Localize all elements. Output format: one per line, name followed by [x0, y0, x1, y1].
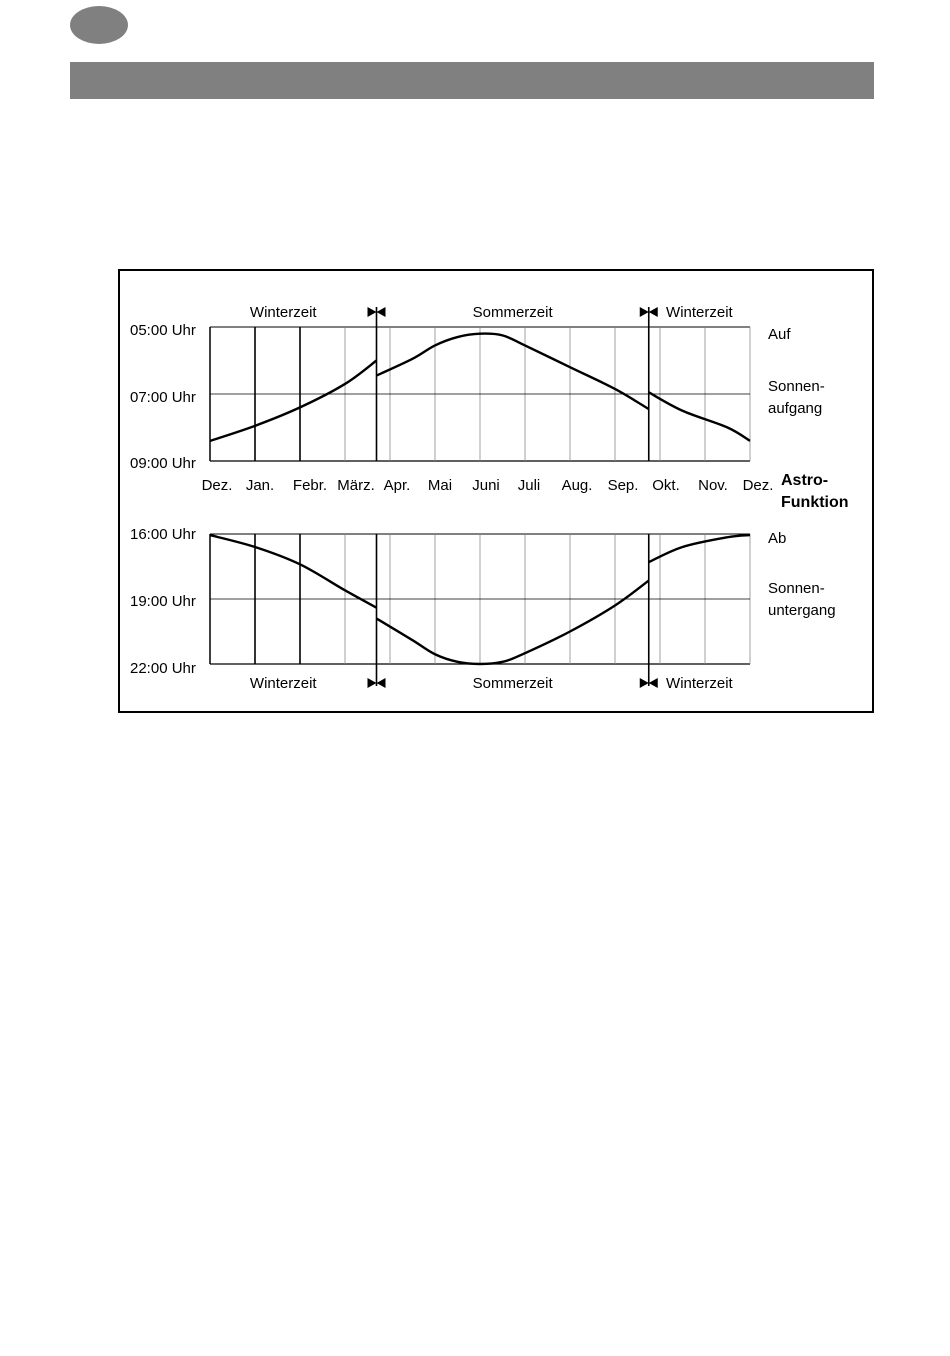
dst-switch-icon: [639, 307, 658, 317]
dst-switch-icon: [367, 307, 386, 317]
dst-switch-icon: [367, 678, 386, 688]
season-label: Winterzeit: [250, 675, 318, 692]
y-tick-label: 07:00 Uhr: [130, 389, 196, 406]
sunrise-chart: Winterzeit Sommerzeit Winterzeit 05:00 Uhr 0…: [130, 304, 825, 472]
curve-segment: [648, 391, 751, 442]
curve-segment: [209, 359, 378, 443]
astro-function-chart: Winterzeit Sommerzeit Winterzeit 05:00 Uhr 0…: [130, 304, 849, 692]
month-label: Jan.: [246, 477, 274, 494]
month-label: Dez.: [202, 477, 233, 494]
y-tick-label: 19:00 Uhr: [130, 593, 196, 610]
season-label: Winterzeit: [250, 304, 318, 321]
curve-segment: [648, 533, 751, 564]
month-label: Febr.: [293, 477, 327, 494]
curve-segment: [209, 533, 378, 609]
page-language-circle: [70, 6, 128, 44]
curve-segment: [375, 579, 650, 666]
dst-switch-icon: [639, 678, 658, 688]
astro-function-figure: Winterzeit Sommerzeit Winterzeit 05:00 Uhr 0…: [118, 269, 874, 713]
sunset-chart: Winterzeit Sommerzeit Winterzeit 16:00 Uhr 1…: [130, 526, 836, 692]
section-header-bar: [70, 62, 874, 99]
month-label: Juli: [518, 477, 541, 494]
right-label-line: Sonnen-: [768, 378, 825, 395]
month-label: Mai: [428, 477, 452, 494]
y-tick-label: 16:00 Uhr: [130, 526, 196, 543]
month-axis-labels: Dez. Jan. Febr. März. Apr. Mai Juni Juli Aug. Sep…: [202, 477, 774, 494]
y-tick-label: 22:00 Uhr: [130, 660, 196, 677]
right-label-line: Sonnen-: [768, 580, 825, 597]
month-label: Apr.: [384, 477, 411, 494]
month-label: Dez.: [743, 477, 774, 494]
month-label: Juni: [472, 477, 500, 494]
y-tick-label: 05:00 Uhr: [130, 322, 196, 339]
season-label: Sommerzeit: [473, 304, 554, 321]
season-label: Winterzeit: [666, 675, 734, 692]
right-label-line: untergang: [768, 602, 836, 619]
astro-function-label-line-1: Astro-: [781, 472, 828, 489]
right-label-line: aufgang: [768, 400, 822, 417]
month-label: Sep.: [608, 477, 639, 494]
astro-function-label-line-2: Funktion: [781, 494, 849, 511]
month-label: Okt.: [652, 477, 680, 494]
curve-segment: [375, 332, 650, 411]
panel-label: Ab: [768, 530, 786, 547]
y-tick-label: 09:00 Uhr: [130, 455, 196, 472]
season-label: Sommerzeit: [473, 675, 554, 692]
month-label: Nov.: [698, 477, 728, 494]
month-label: März.: [337, 477, 375, 494]
season-label: Winterzeit: [666, 304, 734, 321]
panel-label: Auf: [768, 326, 791, 343]
month-label: Aug.: [562, 477, 593, 494]
